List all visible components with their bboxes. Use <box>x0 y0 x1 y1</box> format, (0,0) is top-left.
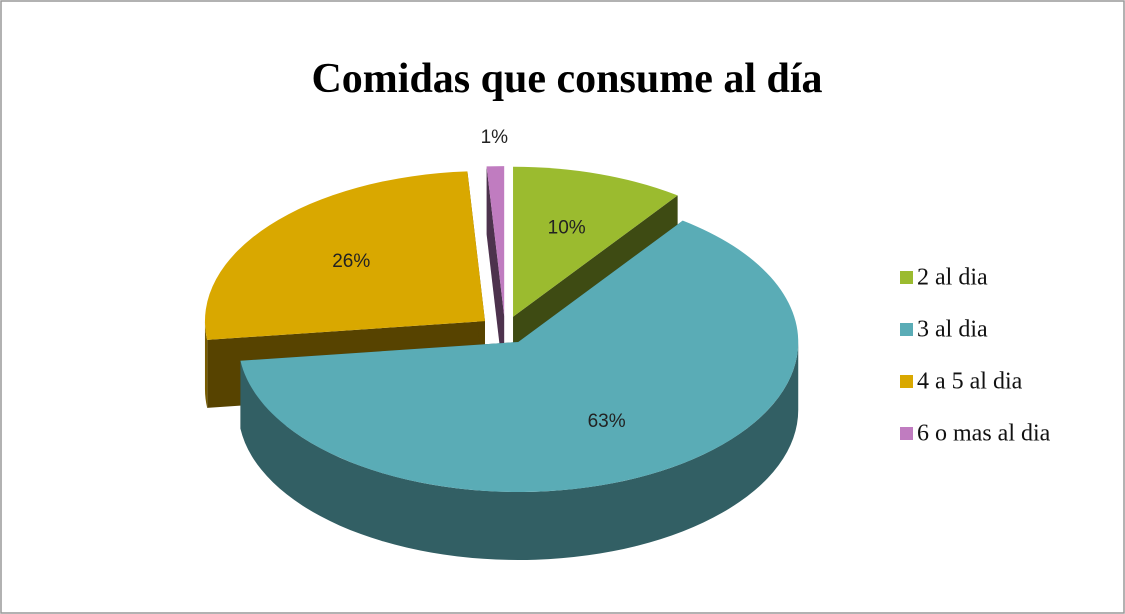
slice <box>513 166 678 317</box>
slice-side <box>204 321 208 408</box>
legend-swatch <box>900 271 913 284</box>
slice <box>204 171 485 340</box>
data-label: 1% <box>481 127 509 148</box>
chart-title: Comidas que consume al día <box>311 56 822 102</box>
legend-swatch <box>900 427 913 440</box>
slice <box>486 166 505 317</box>
legend-swatch <box>900 375 913 388</box>
data-label: 26% <box>332 251 370 272</box>
legend-label: 4 a 5 al dia <box>917 369 1023 395</box>
legend-swatch <box>900 323 913 336</box>
data-label: 10% <box>548 217 586 238</box>
legend-label: 6 o mas al dia <box>917 421 1051 447</box>
data-label: 63% <box>588 411 626 432</box>
legend-label: 2 al dia <box>917 265 988 291</box>
slice <box>240 220 799 492</box>
legend-label: 3 al dia <box>917 317 988 343</box>
slice-wall <box>486 166 505 385</box>
slice-side <box>240 341 799 560</box>
